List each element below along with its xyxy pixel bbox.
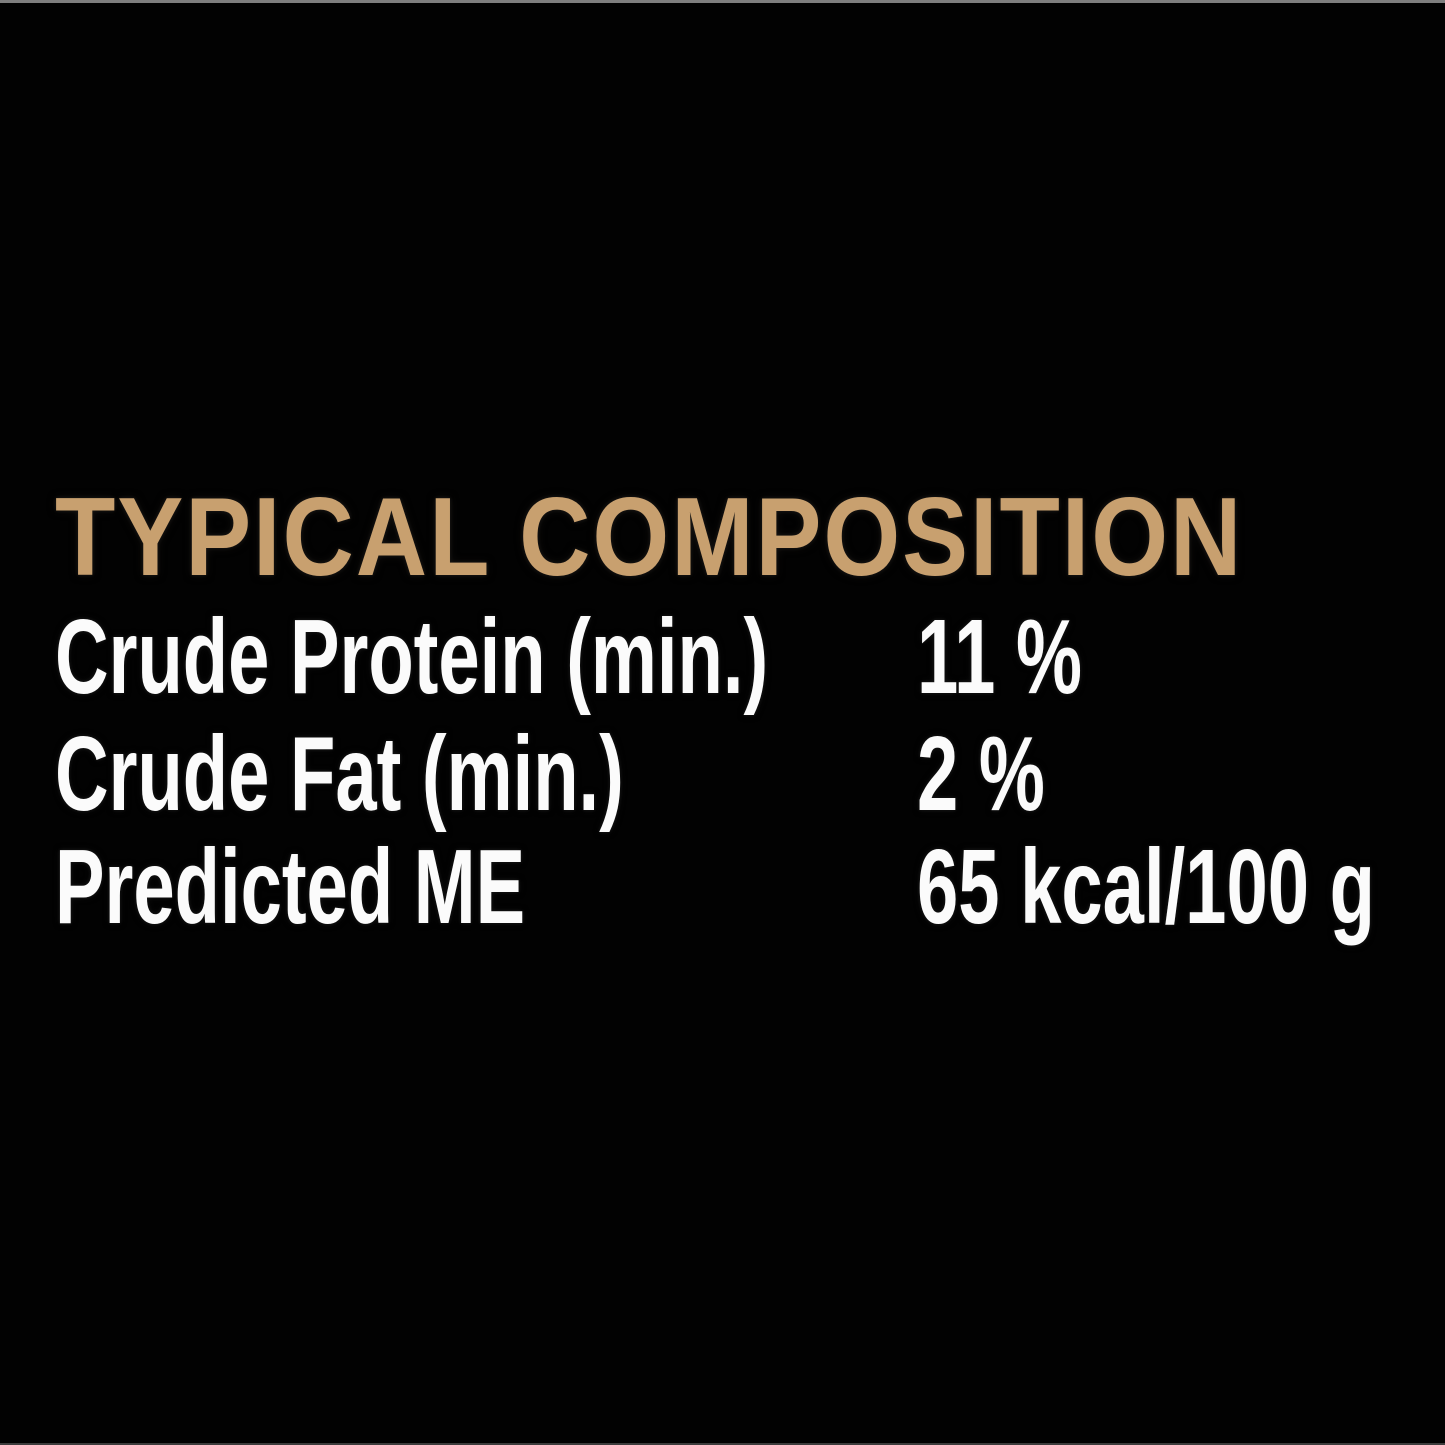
nutrient-label: Crude Protein (min.) (55, 598, 769, 716)
nutrient-label: Crude Fat (min.) (55, 715, 624, 833)
nutrient-value: 2 % (917, 715, 1045, 833)
nutrition-row: Predicted ME 65 kcal/100 g (55, 834, 1415, 944)
nutrition-row: Crude Protein (min.) 11 % (55, 604, 1415, 714)
bottom-edge-line (0, 1443, 1445, 1445)
nutrient-value: 11 % (917, 598, 1083, 716)
top-edge-line (0, 0, 1445, 3)
nutrient-value: 65 kcal/100 g (917, 828, 1375, 946)
nutrient-label: Predicted ME (55, 828, 526, 946)
section-title: TYPICAL COMPOSITION (55, 475, 1244, 599)
nutrition-row: Crude Fat (min.) 2 % (55, 721, 1415, 831)
